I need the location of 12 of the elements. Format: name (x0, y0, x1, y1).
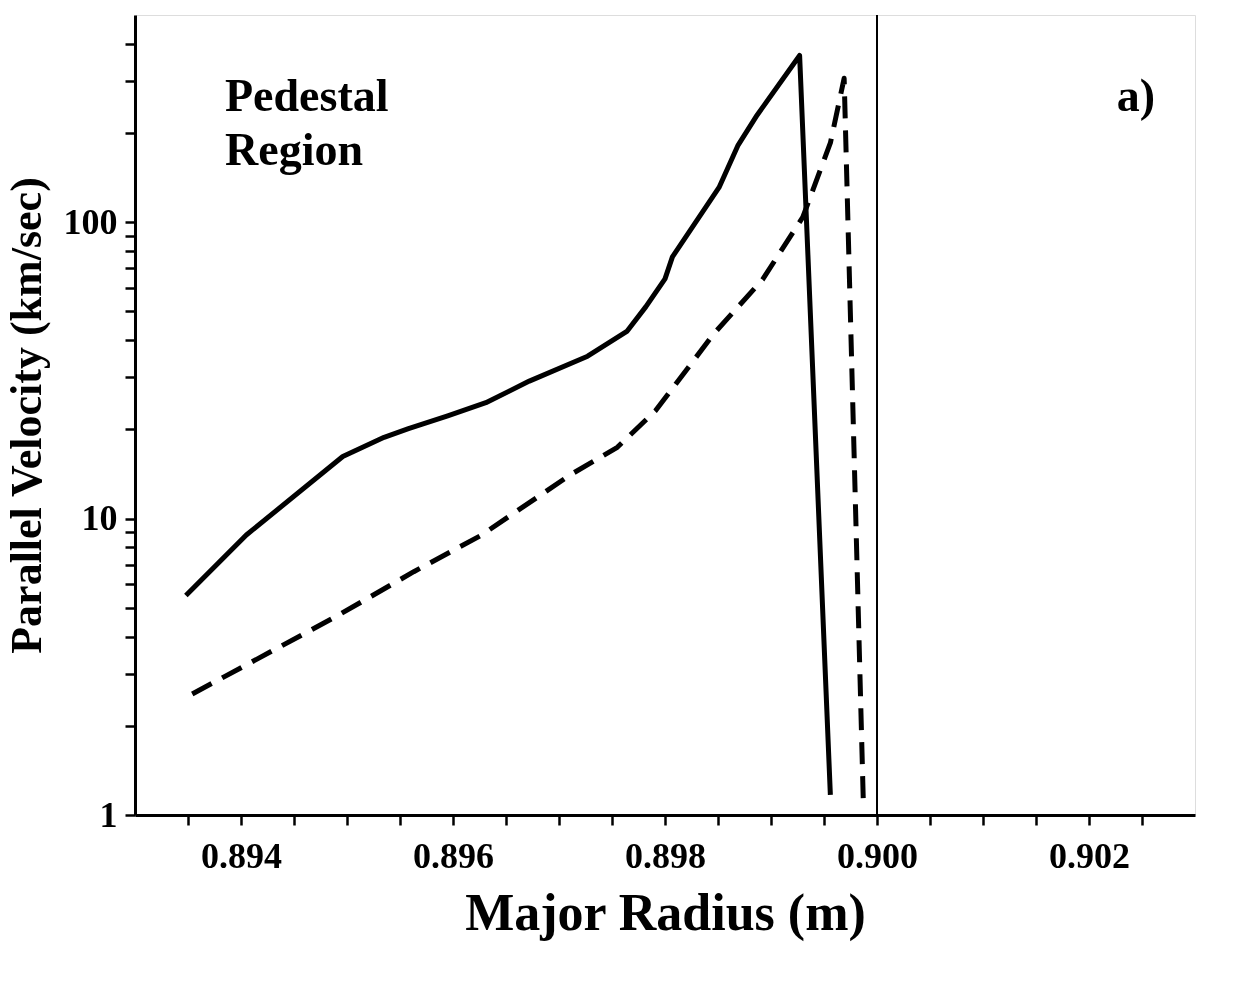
x-tick-label: 0.898 (625, 835, 706, 876)
x-tick-label: 0.900 (837, 835, 918, 876)
x-tick-label: 0.896 (413, 835, 494, 876)
y-tick-label: 100 (63, 201, 118, 242)
x-tick-label: 0.902 (1049, 835, 1130, 876)
x-tick-label: 0.894 (201, 835, 282, 876)
annotation: Pedestal Region (225, 70, 389, 175)
y-axis-title: Parallel Velocity (km/sec) (1, 177, 51, 654)
annotation: a) (1116, 70, 1155, 121)
y-tick-label: 10 (81, 498, 118, 539)
y-tick-label: 1 (99, 794, 118, 835)
x-axis-title: Major Radius (m) (465, 883, 866, 942)
